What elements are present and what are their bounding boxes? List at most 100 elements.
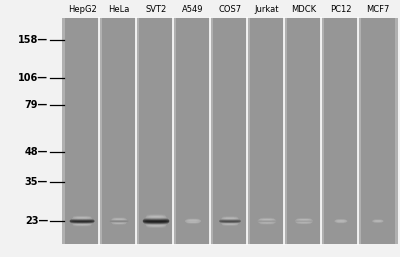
Ellipse shape [185, 221, 202, 222]
Ellipse shape [222, 218, 238, 219]
Ellipse shape [143, 219, 169, 220]
Ellipse shape [70, 222, 94, 223]
Ellipse shape [185, 220, 201, 221]
Ellipse shape [219, 221, 241, 222]
Ellipse shape [259, 223, 275, 224]
Ellipse shape [222, 224, 238, 225]
Ellipse shape [221, 218, 239, 219]
Ellipse shape [142, 221, 170, 222]
Ellipse shape [222, 224, 238, 225]
Ellipse shape [294, 221, 314, 222]
Ellipse shape [72, 224, 92, 225]
Ellipse shape [259, 218, 275, 219]
Ellipse shape [146, 226, 166, 227]
Ellipse shape [70, 220, 95, 221]
Ellipse shape [71, 223, 93, 224]
Ellipse shape [186, 222, 200, 223]
Ellipse shape [146, 225, 166, 226]
Ellipse shape [336, 222, 346, 223]
Ellipse shape [295, 220, 313, 221]
Bar [139, 18, 173, 244]
Ellipse shape [373, 222, 383, 223]
Ellipse shape [220, 219, 240, 220]
Ellipse shape [372, 221, 384, 222]
Ellipse shape [186, 219, 200, 220]
Ellipse shape [142, 221, 170, 222]
Text: 35—: 35— [25, 177, 48, 187]
Ellipse shape [373, 220, 383, 221]
Ellipse shape [335, 220, 347, 221]
Ellipse shape [219, 220, 241, 221]
Ellipse shape [143, 222, 169, 223]
Ellipse shape [186, 222, 200, 223]
Bar [213, 18, 247, 244]
Bar [65, 18, 99, 244]
Ellipse shape [257, 221, 277, 222]
Ellipse shape [185, 220, 201, 221]
Text: SVT2: SVT2 [146, 5, 167, 14]
Text: COS7: COS7 [218, 5, 242, 14]
Ellipse shape [111, 219, 127, 220]
Ellipse shape [373, 222, 383, 223]
Ellipse shape [146, 225, 166, 226]
Ellipse shape [146, 224, 167, 226]
Ellipse shape [258, 219, 276, 220]
Ellipse shape [372, 221, 384, 222]
Ellipse shape [146, 216, 166, 217]
Ellipse shape [73, 224, 92, 225]
Ellipse shape [111, 222, 128, 223]
Ellipse shape [336, 219, 346, 220]
Ellipse shape [111, 219, 127, 220]
Ellipse shape [70, 221, 95, 222]
Ellipse shape [145, 217, 167, 218]
Ellipse shape [295, 222, 312, 223]
Ellipse shape [260, 218, 274, 219]
Ellipse shape [335, 222, 346, 223]
Ellipse shape [110, 221, 128, 222]
Ellipse shape [222, 217, 238, 218]
Ellipse shape [334, 221, 348, 222]
Ellipse shape [146, 227, 166, 228]
Ellipse shape [70, 222, 94, 223]
Text: 79—: 79— [25, 100, 48, 110]
Ellipse shape [296, 222, 312, 223]
Ellipse shape [145, 217, 167, 218]
Ellipse shape [296, 219, 312, 220]
Ellipse shape [186, 219, 200, 220]
Text: Jurkat: Jurkat [255, 5, 279, 14]
Ellipse shape [145, 224, 167, 225]
Ellipse shape [112, 224, 126, 225]
Ellipse shape [112, 223, 126, 224]
Ellipse shape [222, 217, 238, 218]
Ellipse shape [146, 215, 166, 216]
Ellipse shape [374, 219, 382, 220]
Ellipse shape [336, 219, 346, 220]
Ellipse shape [219, 221, 241, 222]
Ellipse shape [73, 216, 91, 217]
Ellipse shape [72, 218, 92, 219]
Ellipse shape [146, 217, 167, 218]
Ellipse shape [297, 223, 311, 224]
Ellipse shape [73, 225, 91, 226]
Ellipse shape [258, 220, 276, 221]
Ellipse shape [143, 221, 170, 222]
Ellipse shape [221, 218, 239, 219]
Ellipse shape [297, 218, 311, 219]
Bar [250, 18, 284, 244]
Text: HeLa: HeLa [108, 5, 130, 14]
Ellipse shape [258, 222, 276, 223]
Ellipse shape [297, 218, 311, 219]
Ellipse shape [111, 219, 127, 220]
Ellipse shape [334, 221, 348, 222]
Ellipse shape [143, 222, 169, 223]
Ellipse shape [295, 220, 313, 221]
Ellipse shape [258, 219, 276, 220]
Ellipse shape [222, 224, 238, 225]
Ellipse shape [143, 220, 170, 221]
Ellipse shape [258, 219, 275, 220]
Ellipse shape [146, 215, 166, 216]
Ellipse shape [110, 221, 128, 222]
Ellipse shape [144, 218, 168, 219]
Ellipse shape [335, 220, 347, 221]
Ellipse shape [144, 223, 168, 224]
